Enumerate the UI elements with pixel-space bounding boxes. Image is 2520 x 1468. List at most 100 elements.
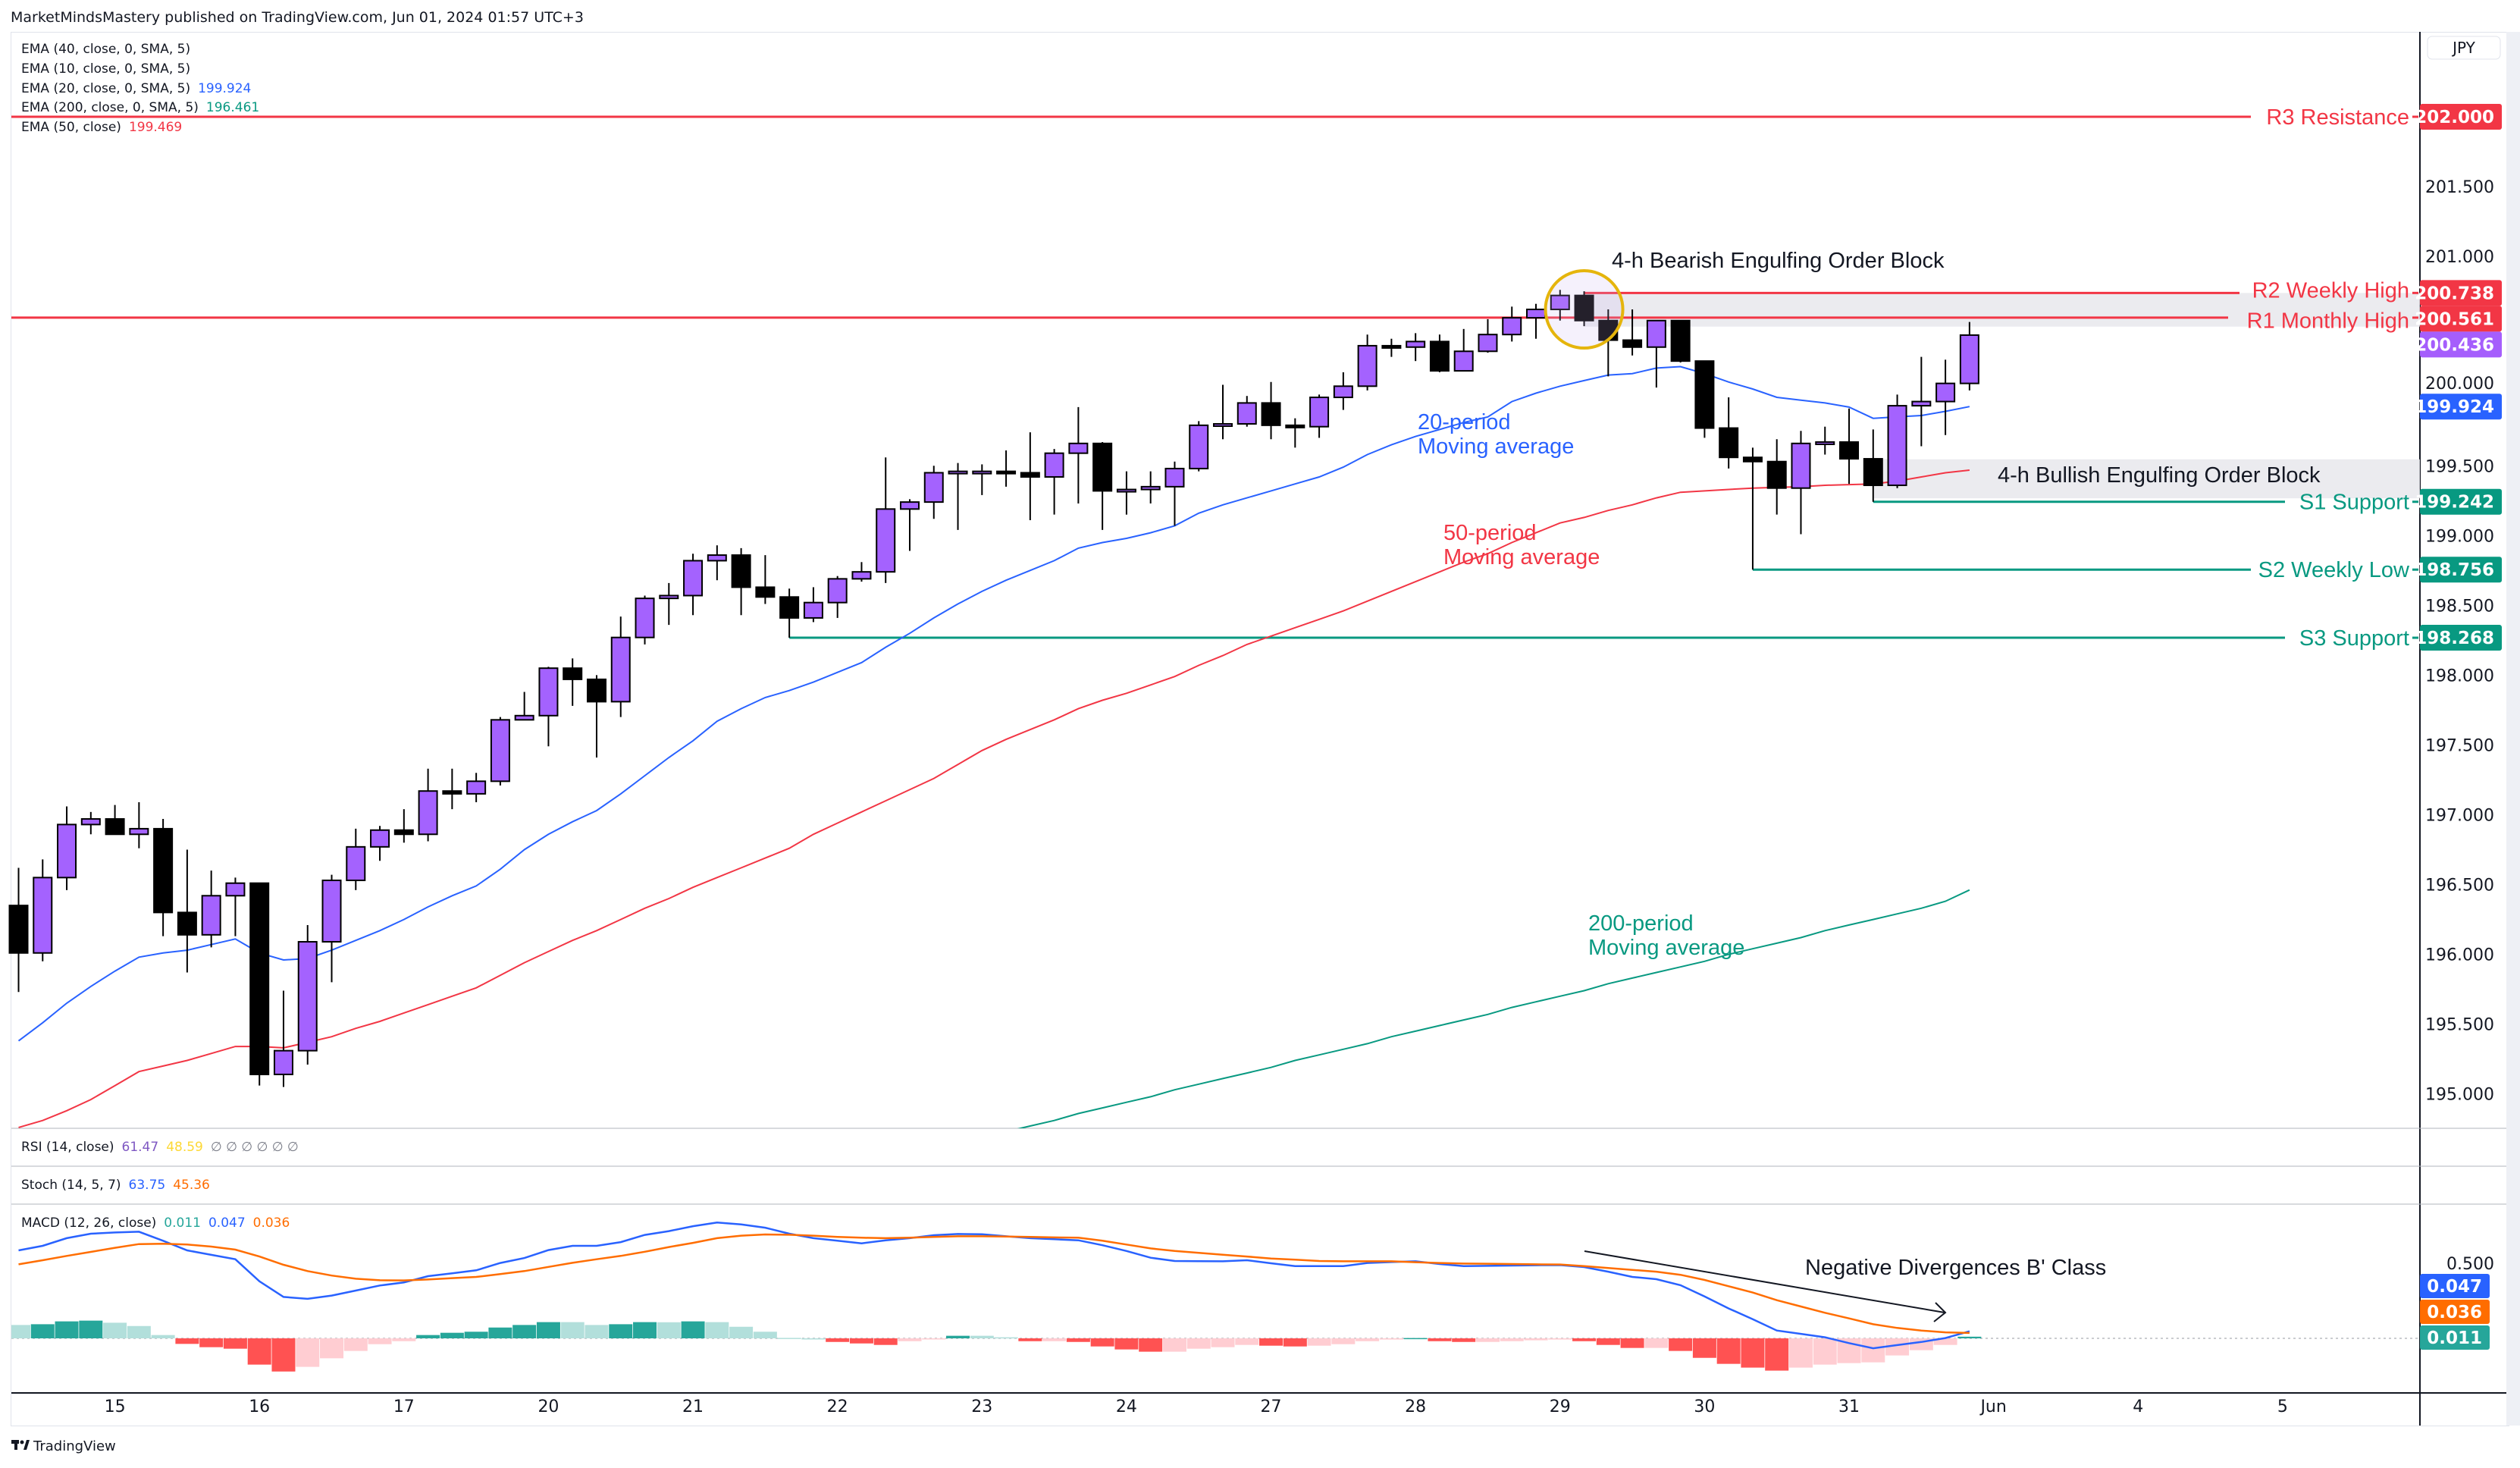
bullish-candle[interactable]: [1044, 449, 1064, 515]
ma20-annotation-line1[interactable]: 20-period: [1418, 410, 1511, 434]
bullish-candle[interactable]: [57, 806, 77, 890]
bullish-candle[interactable]: [1236, 396, 1257, 427]
bullish-candle[interactable]: [610, 616, 631, 717]
ma200-annotation-line1[interactable]: 200-period: [1588, 911, 1694, 936]
bullish-candle[interactable]: [346, 828, 366, 890]
time-axis[interactable]: 15 16 17 20 21 22 23 24 27 28 29 30 31 Jun 4 5: [105, 1397, 2288, 1416]
ma20-annotation-line2[interactable]: Moving average: [1418, 434, 1574, 459]
bearish-candle[interactable]: [393, 809, 414, 843]
level-label[interactable]: S1 Support: [2299, 491, 2409, 515]
level-label[interactable]: S3 Support: [2299, 626, 2409, 651]
bullish-candle[interactable]: [1959, 322, 1979, 391]
bearish-candle[interactable]: [8, 867, 29, 993]
bullish-candle[interactable]: [659, 582, 679, 626]
bullish-candle[interactable]: [1068, 406, 1089, 503]
level-label[interactable]: S2 Weekly Low: [2258, 558, 2410, 582]
divergence-arrow[interactable]: [1584, 1250, 1947, 1322]
legend-macd[interactable]: MACD (12, 26, close): [21, 1215, 156, 1231]
legend-stoch[interactable]: Stoch (14, 5, 7): [21, 1178, 121, 1193]
bullish-candle[interactable]: [1453, 328, 1474, 372]
bullish-candle[interactable]: [1887, 394, 1907, 488]
bullish-candle[interactable]: [1213, 384, 1233, 440]
level-label[interactable]: R2 Weekly High: [2252, 279, 2409, 303]
bullish-candle[interactable]: [370, 826, 390, 861]
circle-highlight[interactable]: [1544, 269, 1625, 350]
bullish-candle[interactable]: [1140, 471, 1161, 503]
bearish-ob-annotation[interactable]: 4-h Bearish Engulfing Order Block: [1612, 249, 1945, 273]
legend-ema200[interactable]: EMA (200, close, 0, SMA, 5): [21, 100, 199, 115]
bearish-candle[interactable]: [731, 547, 751, 616]
bearish-candle[interactable]: [1092, 441, 1113, 530]
bearish-candle[interactable]: [1670, 319, 1691, 363]
bullish-candle[interactable]: [972, 464, 992, 495]
bullish-candle[interactable]: [466, 773, 487, 802]
bearish-candle[interactable]: [1622, 309, 1643, 356]
bearish-candle[interactable]: [1863, 429, 1883, 502]
bearish-candle[interactable]: [1261, 381, 1281, 440]
bearish-candle[interactable]: [586, 675, 606, 758]
bullish-candle[interactable]: [923, 466, 944, 519]
bearish-candle[interactable]: [1429, 334, 1450, 372]
bearish-candle[interactable]: [153, 819, 174, 936]
bullish-candle[interactable]: [1333, 372, 1353, 410]
bearish-candle[interactable]: [1020, 432, 1040, 521]
bearish-candle[interactable]: [563, 658, 583, 706]
bearish-candle[interactable]: [1574, 291, 1594, 327]
bullish-candle[interactable]: [683, 554, 704, 616]
bullish-candle[interactable]: [1189, 421, 1209, 472]
bearish-candle[interactable]: [1719, 397, 1739, 469]
bullish-candle[interactable]: [80, 811, 101, 835]
bullish-candle[interactable]: [1911, 356, 1932, 447]
bullish-candle[interactable]: [514, 692, 534, 721]
bullish-candle[interactable]: [899, 499, 920, 551]
bullish-candle[interactable]: [418, 768, 438, 842]
bullish-candle[interactable]: [1646, 319, 1666, 388]
ma50-annotation-line1[interactable]: 50-period: [1443, 521, 1537, 545]
bullish-candle[interactable]: [707, 545, 727, 581]
bearish-candle[interactable]: [105, 805, 125, 836]
bearish-candle[interactable]: [1742, 447, 1763, 570]
bearish-candle[interactable]: [1766, 439, 1787, 515]
bearish-candle[interactable]: [779, 588, 800, 638]
level-label[interactable]: R3 Resistance: [2266, 105, 2409, 130]
bearish-candle[interactable]: [1694, 360, 1715, 438]
divergence-annotation[interactable]: Negative Divergences B' Class: [1805, 1256, 2106, 1280]
legend-ema10[interactable]: EMA (10, close, 0, SMA, 5): [21, 61, 190, 77]
bullish-candle[interactable]: [297, 924, 318, 1065]
bullish-candle[interactable]: [803, 587, 823, 623]
bullish-candle[interactable]: [1502, 306, 1522, 342]
bullish-candle[interactable]: [1164, 461, 1185, 526]
bullish-candle[interactable]: [1815, 426, 1835, 455]
tradingview-logo[interactable]: TradingView: [11, 1438, 116, 1454]
price-axis[interactable]: 201.500 201.000 200.000 199.500 199.000 198.5…: [2415, 104, 2502, 1105]
legend-rsi[interactable]: RSI (14, close): [21, 1140, 114, 1155]
bearish-candle[interactable]: [1285, 418, 1305, 448]
bullish-candle[interactable]: [1935, 359, 1956, 435]
bullish-candle[interactable]: [129, 801, 149, 848]
legend-ema20[interactable]: EMA (20, close, 0, SMA, 5): [21, 81, 190, 96]
bullish-candle[interactable]: [538, 667, 559, 747]
bullish-candle[interactable]: [490, 717, 510, 786]
currency-button[interactable]: JPY: [2427, 36, 2501, 60]
bullish-candle[interactable]: [225, 877, 246, 936]
bullish-candle[interactable]: [948, 463, 968, 530]
level-label[interactable]: R1 Monthly High: [2247, 309, 2409, 334]
bullish-candle[interactable]: [1116, 471, 1136, 515]
bearish-candle[interactable]: [996, 450, 1017, 487]
bearish-candle[interactable]: [755, 555, 776, 604]
bullish-candle[interactable]: [851, 562, 872, 582]
bullish-ob-annotation[interactable]: 4-h Bullish Engulfing Order Block: [1998, 463, 2321, 488]
bullish-candle[interactable]: [876, 457, 896, 583]
bullish-candle[interactable]: [827, 576, 848, 618]
ma200-annotation-line2[interactable]: Moving average: [1588, 936, 1744, 960]
legend-ema50[interactable]: EMA (50, close): [21, 120, 121, 135]
bullish-candle[interactable]: [1478, 318, 1498, 353]
bullish-candle[interactable]: [1526, 303, 1547, 339]
bearish-candle[interactable]: [442, 768, 462, 810]
bullish-candle[interactable]: [1309, 394, 1330, 438]
bearish-candle[interactable]: [177, 849, 197, 973]
bullish-candle[interactable]: [33, 859, 53, 961]
bullish-candle[interactable]: [1357, 334, 1378, 391]
ma50-annotation-line2[interactable]: Moving average: [1443, 545, 1600, 569]
